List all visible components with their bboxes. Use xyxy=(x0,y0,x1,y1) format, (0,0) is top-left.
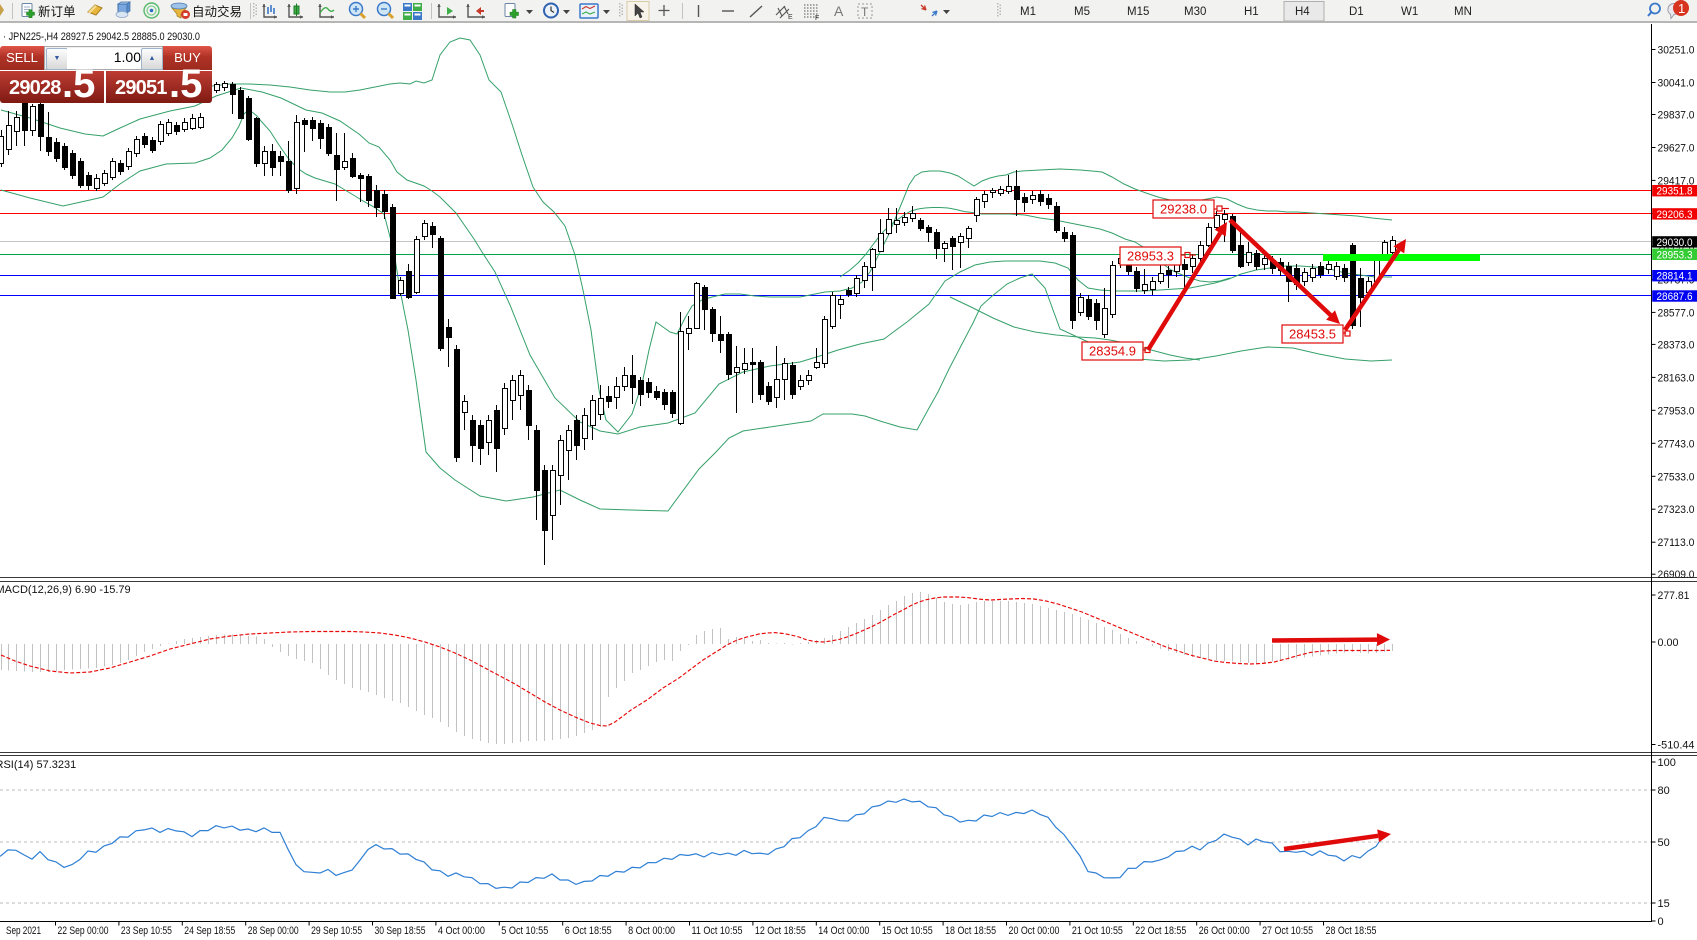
svg-text:50: 50 xyxy=(1658,837,1670,849)
svg-text:11 Oct 10:55: 11 Oct 10:55 xyxy=(692,925,743,937)
svg-text:28577.0: 28577.0 xyxy=(1658,307,1695,319)
svg-text:新订单: 新订单 xyxy=(38,4,76,19)
svg-text:29 Sep 10:55: 29 Sep 10:55 xyxy=(311,925,362,937)
svg-text:29030.0: 29030.0 xyxy=(1657,237,1693,249)
svg-text:29206.3: 29206.3 xyxy=(1657,209,1693,221)
svg-text:8 Oct 00:00: 8 Oct 00:00 xyxy=(628,925,675,937)
svg-text:1: 1 xyxy=(1678,1,1685,16)
svg-text:27323.0: 27323.0 xyxy=(1658,504,1695,516)
svg-text:-510.44: -510.44 xyxy=(1658,740,1695,752)
svg-text:H1: H1 xyxy=(1244,6,1259,18)
svg-text:28687.6: 28687.6 xyxy=(1657,291,1693,303)
svg-text:100: 100 xyxy=(1658,757,1676,769)
svg-text:24 Sep 18:55: 24 Sep 18:55 xyxy=(184,925,235,937)
svg-text:Sep 2021: Sep 2021 xyxy=(6,925,41,937)
svg-text:29238.0: 29238.0 xyxy=(1160,202,1207,217)
svg-text:M5: M5 xyxy=(1074,6,1090,18)
svg-text:H4: H4 xyxy=(1295,6,1310,18)
svg-text:277.81: 277.81 xyxy=(1658,590,1690,602)
svg-text:27953.0: 27953.0 xyxy=(1658,405,1695,417)
svg-text:30041.0: 30041.0 xyxy=(1658,78,1695,90)
svg-text:27 Oct 10:55: 27 Oct 10:55 xyxy=(1262,925,1313,937)
svg-text:21 Oct 10:55: 21 Oct 10:55 xyxy=(1072,925,1123,937)
svg-text:22 Oct 18:55: 22 Oct 18:55 xyxy=(1135,925,1186,937)
svg-text:0: 0 xyxy=(1658,916,1664,928)
svg-text:23 Sep 10:55: 23 Sep 10:55 xyxy=(121,925,172,937)
svg-text:28354.9: 28354.9 xyxy=(1089,344,1136,359)
svg-text:28 Sep 00:00: 28 Sep 00:00 xyxy=(248,925,299,937)
svg-text:自动交易: 自动交易 xyxy=(192,4,242,19)
svg-text:14 Oct 00:00: 14 Oct 00:00 xyxy=(818,925,869,937)
svg-text:29417.0: 29417.0 xyxy=(1658,175,1695,187)
svg-text:RSI(14) 57.3231: RSI(14) 57.3231 xyxy=(0,759,76,771)
svg-text:4 Oct 00:00: 4 Oct 00:00 xyxy=(438,925,485,937)
svg-text:26 Oct 00:00: 26 Oct 00:00 xyxy=(1199,925,1250,937)
svg-text:80: 80 xyxy=(1658,785,1670,797)
svg-text:20 Oct 00:00: 20 Oct 00:00 xyxy=(1009,925,1060,937)
svg-text:27533.0: 27533.0 xyxy=(1658,471,1695,483)
svg-text:MACD(12,26,9) 6.90 -15.79: MACD(12,26,9) 6.90 -15.79 xyxy=(0,584,131,596)
svg-text:29351.8: 29351.8 xyxy=(1657,186,1693,198)
svg-text:28953.3: 28953.3 xyxy=(1127,249,1174,264)
svg-text:30 Sep 18:55: 30 Sep 18:55 xyxy=(375,925,426,937)
svg-text:28 Oct 18:55: 28 Oct 18:55 xyxy=(1326,925,1377,937)
svg-text:12 Oct 18:55: 12 Oct 18:55 xyxy=(755,925,806,937)
svg-text:D1: D1 xyxy=(1349,6,1364,18)
svg-text:18 Oct 18:55: 18 Oct 18:55 xyxy=(945,925,996,937)
svg-text:W1: W1 xyxy=(1401,6,1418,18)
svg-text:27113.0: 27113.0 xyxy=(1658,537,1695,549)
svg-text:28814.1: 28814.1 xyxy=(1657,271,1693,283)
svg-text:A: A xyxy=(834,3,844,19)
svg-text:MN: MN xyxy=(1454,6,1472,18)
svg-text:5 Oct 10:55: 5 Oct 10:55 xyxy=(501,925,548,937)
svg-text:15 Oct 10:55: 15 Oct 10:55 xyxy=(882,925,933,937)
svg-text:15: 15 xyxy=(1658,898,1670,910)
svg-text:M15: M15 xyxy=(1127,6,1149,18)
svg-text:28453.5: 28453.5 xyxy=(1289,327,1336,342)
svg-text:22 Sep 00:00: 22 Sep 00:00 xyxy=(58,925,109,937)
svg-text:28163.0: 28163.0 xyxy=(1658,372,1695,384)
svg-text:0.00: 0.00 xyxy=(1658,637,1679,649)
svg-text:M1: M1 xyxy=(1020,6,1036,18)
svg-text:26909.0: 26909.0 xyxy=(1658,569,1695,581)
svg-text:6 Oct 18:55: 6 Oct 18:55 xyxy=(565,925,612,937)
svg-text:29837.0: 29837.0 xyxy=(1658,110,1695,122)
svg-text:E: E xyxy=(788,14,793,21)
svg-text:28373.0: 28373.0 xyxy=(1658,339,1695,351)
svg-text:27743.0: 27743.0 xyxy=(1658,438,1695,450)
svg-text:28953.3: 28953.3 xyxy=(1657,249,1693,261)
svg-text:T: T xyxy=(861,5,869,19)
svg-text:· JPN225-,H4 28927.5 29042.5: · JPN225-,H4 28927.5 29042.5 28885.0 290… xyxy=(3,31,200,43)
svg-text:29627.0: 29627.0 xyxy=(1658,143,1695,155)
svg-text:30251.0: 30251.0 xyxy=(1658,45,1695,57)
svg-text:F: F xyxy=(815,15,819,22)
svg-text:M30: M30 xyxy=(1184,6,1206,18)
